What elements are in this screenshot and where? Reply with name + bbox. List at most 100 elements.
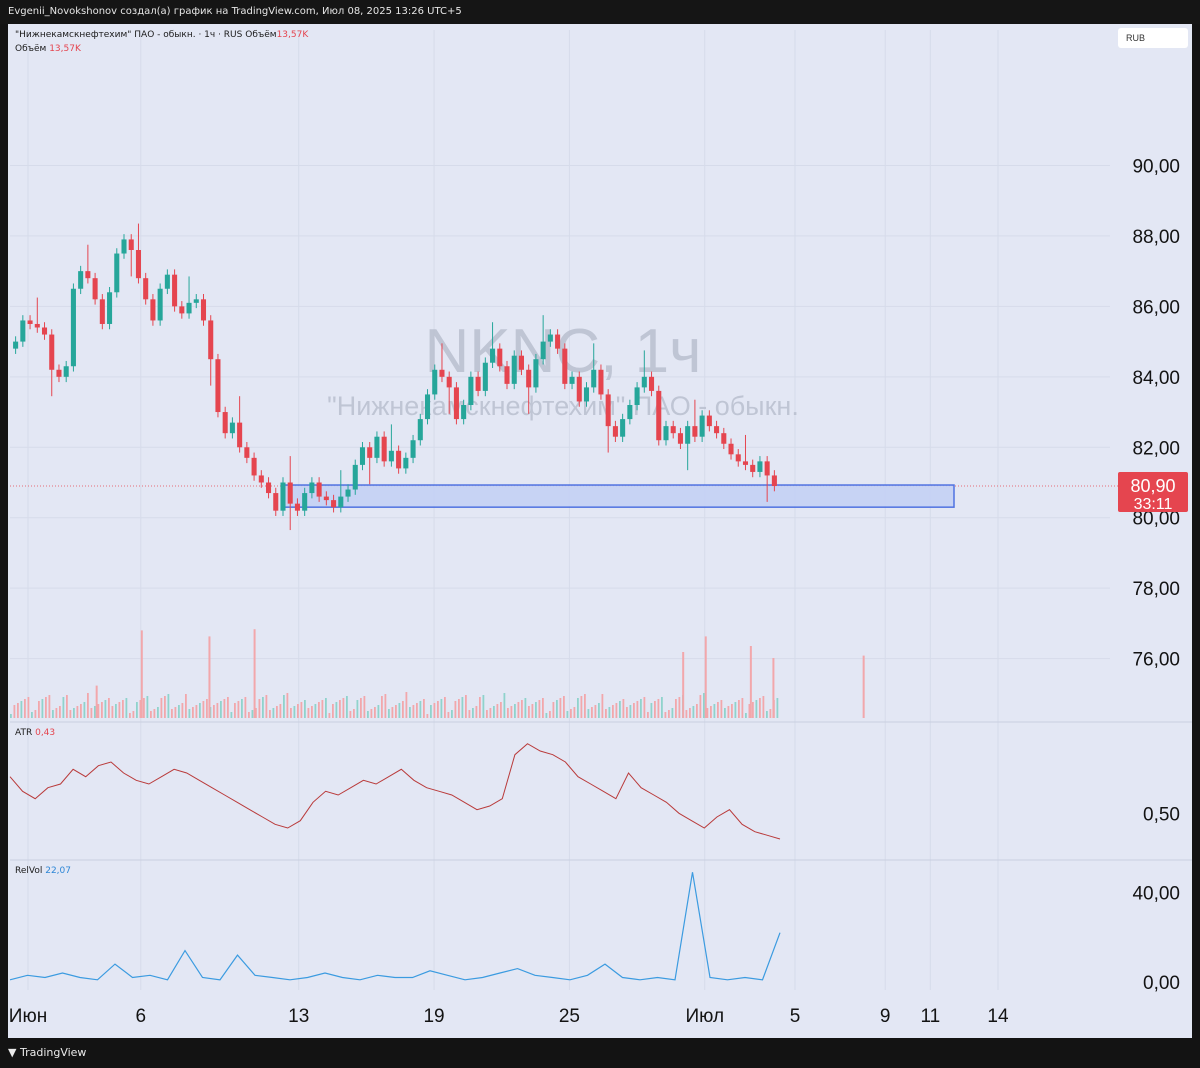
- volume-bar: [104, 700, 107, 718]
- volume-bar: [76, 706, 79, 718]
- volume-bar: [90, 708, 93, 718]
- volume-bar: [647, 712, 649, 718]
- candle-body: [13, 341, 19, 349]
- candle-body: [172, 274, 178, 307]
- volume-spike-bar: [140, 630, 143, 718]
- volume-label: Объём: [15, 44, 47, 54]
- candle-body: [410, 440, 416, 458]
- volume-bar: [703, 693, 705, 718]
- volume-bar: [188, 709, 191, 718]
- atr-axis-tick: 0,50: [1143, 804, 1180, 825]
- volume-spike-bar: [772, 658, 775, 718]
- candle-body: [504, 366, 510, 384]
- chart-area[interactable]: [8, 24, 1192, 1038]
- volume-bar: [34, 710, 37, 718]
- volume-bar: [325, 698, 327, 718]
- volume-bar: [724, 708, 726, 718]
- candle-body: [562, 348, 568, 384]
- brand-name: TradingView: [19, 1046, 87, 1059]
- volume-bar: [59, 706, 61, 718]
- volume-bar: [13, 705, 16, 718]
- volume-bar: [517, 702, 520, 718]
- currency-selector[interactable]: RUB: [1118, 28, 1188, 48]
- volume-bar: [433, 703, 436, 718]
- candle-body: [135, 250, 141, 279]
- candle-body: [20, 320, 26, 342]
- volume-bar: [531, 704, 534, 718]
- volume-bar: [356, 700, 359, 718]
- atr-label: ATR: [15, 728, 33, 738]
- volume-bar: [321, 700, 324, 718]
- volume-bar: [633, 703, 635, 718]
- candle-body: [634, 387, 640, 405]
- candle-body: [352, 464, 358, 490]
- volume-bar: [346, 696, 348, 718]
- candle-body: [78, 271, 84, 289]
- volume-bar: [661, 697, 663, 718]
- candle-body: [692, 426, 698, 437]
- tradingview-logo[interactable]: ▼ TradingView: [8, 1046, 86, 1059]
- volume-bar: [538, 700, 541, 718]
- price-axis-tick: 82,00: [1132, 438, 1180, 459]
- candle-body: [591, 369, 597, 388]
- candle-body: [598, 369, 604, 395]
- volume-bar: [507, 708, 509, 718]
- candles: [13, 223, 777, 531]
- volume-bar: [675, 699, 677, 718]
- volume-bar: [132, 711, 135, 718]
- candle-body: [121, 239, 127, 254]
- volume-bar: [146, 696, 149, 718]
- candle-body: [641, 376, 647, 388]
- candle-body: [555, 334, 561, 349]
- candle-body: [215, 359, 221, 413]
- candle-body: [403, 457, 409, 469]
- volume-bar: [563, 696, 565, 718]
- volume-bar: [339, 700, 341, 718]
- candle-body: [482, 362, 488, 391]
- candle-body: [143, 278, 149, 300]
- volume-bar: [101, 702, 103, 718]
- candle-body: [359, 447, 366, 465]
- candle-body: [251, 457, 257, 476]
- volume-bar: [153, 709, 156, 718]
- candle-body: [70, 288, 76, 367]
- volume-bar: [493, 706, 495, 718]
- volume-bar: [626, 707, 628, 718]
- volume-bar: [713, 704, 716, 718]
- volume-bar: [381, 696, 383, 718]
- symbol-legend: "Нижнекамскнефтехим" ПАО - обыкн. · 1ч ·…: [15, 30, 308, 40]
- relvol-line: [9, 872, 781, 981]
- relvol-legend: RelVol 22,07: [15, 866, 71, 876]
- volume-bar: [776, 698, 779, 718]
- volume-bar: [328, 713, 331, 718]
- volume-bar: [384, 694, 387, 718]
- volume-bar: [367, 711, 369, 718]
- volume-bar: [342, 698, 345, 718]
- volume-bar: [290, 708, 292, 718]
- volume-bar: [307, 708, 310, 718]
- volume-bar: [41, 699, 44, 718]
- time-axis-tick: Июл: [685, 1006, 724, 1027]
- candle-body: [649, 376, 655, 391]
- volume-bar: [55, 708, 58, 718]
- time-axis-tick: 6: [136, 1006, 147, 1027]
- volume-bar: [230, 712, 233, 718]
- volume-bar: [577, 698, 579, 718]
- volume-bar: [304, 700, 306, 718]
- volume-bar: [584, 694, 586, 718]
- volume-bar: [710, 706, 712, 718]
- volume-bar: [174, 707, 177, 718]
- volume-bar: [766, 711, 768, 718]
- candle-body: [388, 450, 394, 462]
- candle-body: [424, 394, 431, 420]
- volume-bar: [542, 698, 544, 718]
- volume-bar: [619, 701, 621, 718]
- volume-bar: [437, 701, 439, 718]
- volume-bar: [244, 697, 247, 718]
- volume-spike-bar: [704, 636, 707, 718]
- candle-body: [742, 461, 749, 465]
- candle-body: [128, 239, 134, 250]
- footer-bar: [0, 1038, 1200, 1068]
- candle-body: [721, 433, 727, 444]
